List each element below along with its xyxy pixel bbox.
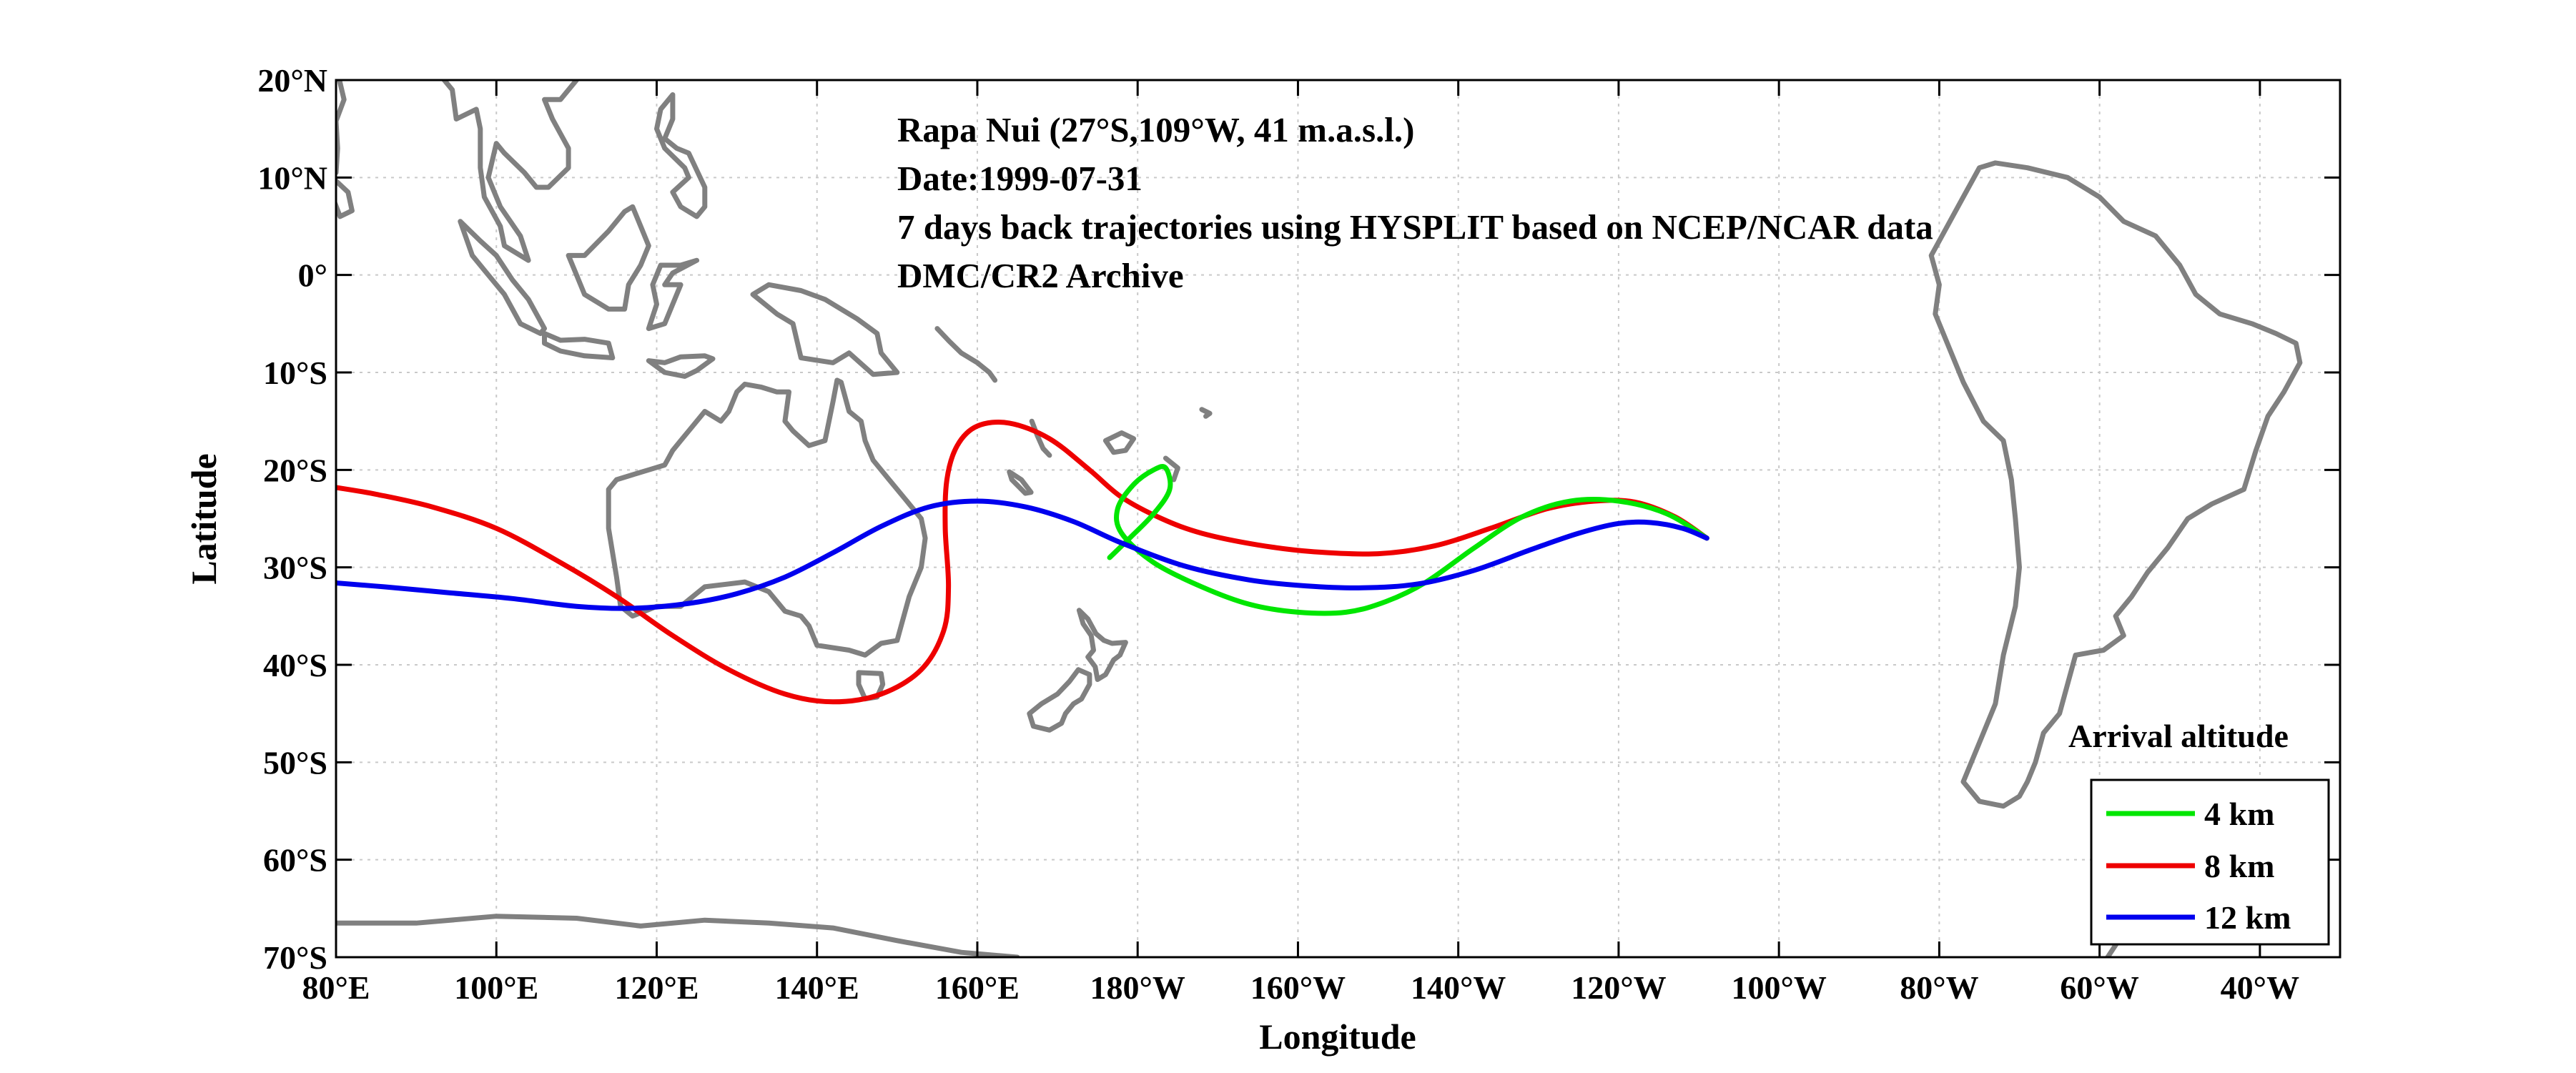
coastline — [458, 219, 547, 336]
coastline — [1199, 407, 1213, 419]
y-tick-label: 40°S — [263, 647, 327, 683]
x-tick-label: 60°W — [2060, 969, 2138, 1006]
title-annotation: Rapa Nui (27°S,109°W, 41 m.a.s.l.) Date:… — [897, 110, 1933, 295]
coastline — [934, 326, 998, 383]
plot-frame — [335, 79, 2341, 959]
x-tick-label: 140°E — [775, 969, 859, 1006]
y-tick-labels: 20°N 10°N 0° 10°S 20°S 30°S 40°S 50°S 60°S 70°S — [257, 62, 327, 976]
x-axis-label: Longitude — [1259, 1017, 1416, 1057]
y-tick-label: 50°S — [263, 744, 327, 781]
title-line-station: Rapa Nui (27°S,109°W, 41 m.a.s.l.) — [897, 110, 1414, 149]
legend-title: Arrival altitude — [2068, 718, 2289, 754]
trajectory-12km — [336, 498, 1709, 611]
y-tick-label: 20°N — [257, 62, 327, 99]
x-tick-label: 160°E — [935, 969, 1020, 1006]
coastline — [1928, 160, 2303, 809]
x-tick-label: 40°W — [2221, 969, 2299, 1006]
title-line-method: 7 days back trajectories using HYSPLIT b… — [897, 207, 1933, 247]
coastline — [1027, 667, 1092, 733]
axis-ticks — [335, 79, 2340, 959]
title-line-archive: DMC/CR2 Archive — [897, 256, 1184, 295]
legend: 4 km 8 km 12 km — [2090, 778, 2330, 946]
coastline — [566, 204, 651, 312]
x-tick-label: 120°W — [1571, 969, 1666, 1006]
x-tick-label: 120°E — [614, 969, 699, 1006]
coastline — [336, 914, 1020, 957]
y-tick-label: 10°N — [257, 159, 327, 196]
y-tick-label: 0° — [298, 257, 327, 294]
trajectory-4km — [1107, 463, 1709, 616]
coastline — [440, 80, 579, 263]
x-tick-label: 100°E — [454, 969, 538, 1006]
x-tick-label: 80°W — [1900, 969, 1978, 1006]
x-tick-label: 180°W — [1090, 969, 1185, 1006]
legend-label-12km: 12 km — [2204, 899, 2291, 936]
x-tick-label: 80°E — [302, 969, 370, 1006]
coastline — [1163, 455, 1180, 483]
trajectories — [336, 420, 1709, 705]
legend-label-8km: 8 km — [2204, 848, 2274, 884]
coastline — [336, 177, 355, 219]
title-line-date: Date:1999-07-31 — [897, 159, 1143, 198]
x-tick-labels: 80°E 100°E 120°E 140°E 160°E 180°W 160°W 140°W 1… — [302, 969, 2299, 1006]
trajectory-8km — [336, 420, 1709, 705]
x-tick-label: 100°W — [1731, 969, 1826, 1006]
coastline — [750, 282, 900, 377]
coastline — [1102, 430, 1137, 455]
y-tick-label: 30°S — [263, 550, 327, 586]
y-tick-label: 10°S — [263, 355, 327, 391]
coastline — [542, 331, 616, 360]
x-tick-label: 160°W — [1250, 969, 1346, 1006]
y-tick-label: 20°S — [263, 452, 327, 488]
coastline — [654, 92, 708, 219]
legend-label-4km: 4 km — [2204, 796, 2274, 832]
coastline — [1007, 469, 1034, 496]
y-axis-label: Latitude — [184, 453, 224, 584]
y-tick-label: 60°S — [263, 842, 327, 879]
coastline — [1076, 608, 1128, 682]
x-tick-label: 140°W — [1411, 969, 1506, 1006]
coastline — [646, 257, 699, 332]
y-tick-label: 70°S — [263, 939, 327, 976]
coastline — [646, 353, 716, 379]
